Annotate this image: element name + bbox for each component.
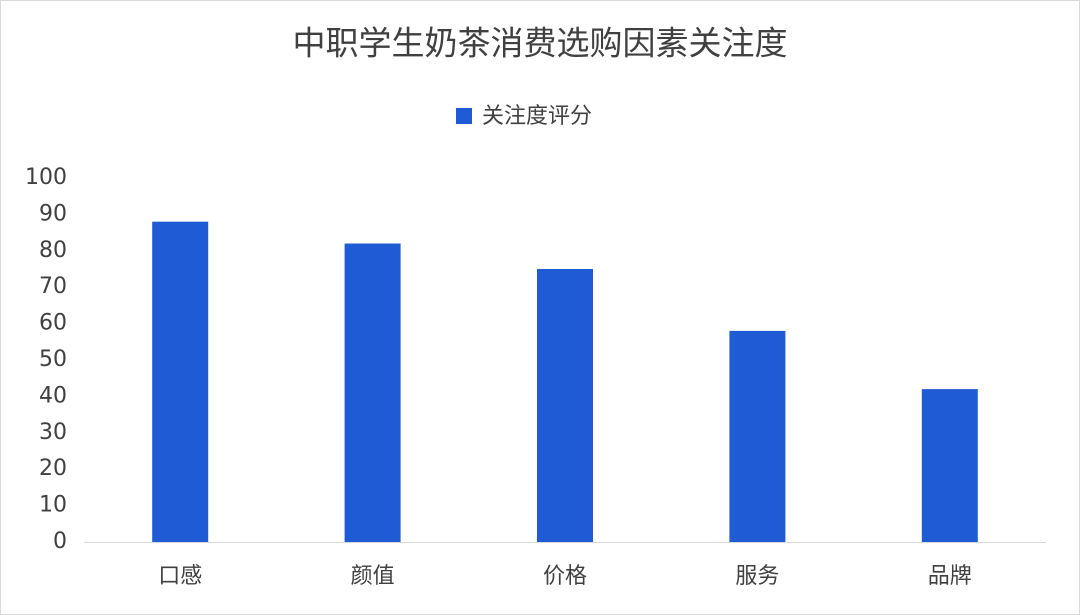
y-tick-label: 20 xyxy=(39,456,67,481)
y-tick-label: 100 xyxy=(25,165,67,190)
bar xyxy=(537,269,593,542)
legend-swatch xyxy=(456,108,472,124)
x-tick-label: 颜值 xyxy=(351,564,395,589)
y-tick-label: 70 xyxy=(39,274,67,299)
y-tick-label: 30 xyxy=(39,420,67,445)
x-tick-label: 价格 xyxy=(543,564,587,589)
x-tick-label: 服务 xyxy=(735,564,779,589)
y-tick-label: 0 xyxy=(53,529,67,554)
y-tick-label: 80 xyxy=(39,238,67,263)
y-tick-label: 10 xyxy=(39,493,67,518)
bar xyxy=(729,330,786,542)
bar xyxy=(921,389,978,542)
y-tick-label: 50 xyxy=(39,347,67,372)
y-tick-label: 60 xyxy=(39,311,67,336)
y-tick-label: 40 xyxy=(39,383,67,408)
chart-title: 中职学生奶茶消费选购因素关注度 xyxy=(293,24,788,63)
x-tick-label: 品牌 xyxy=(928,564,972,589)
bar xyxy=(344,243,401,542)
y-tick-label: 90 xyxy=(39,201,67,226)
legend-label: 关注度评分 xyxy=(482,104,592,129)
bar xyxy=(152,221,209,542)
x-tick-label: 口感 xyxy=(158,564,202,589)
